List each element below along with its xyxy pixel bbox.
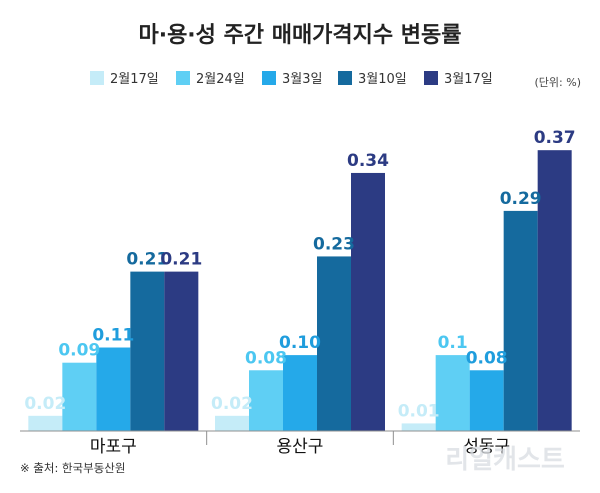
value-label-1-0: 0.02 — [211, 394, 253, 414]
watermark: 리얼캐스트 — [445, 445, 565, 475]
value-label-0-1: 0.09 — [58, 341, 100, 361]
bar-2-3 — [503, 210, 538, 431]
legend-swatch-0 — [90, 71, 104, 85]
value-label-1-3: 0.23 — [313, 234, 355, 254]
bar-1-2 — [283, 355, 317, 431]
bar-2-0 — [401, 423, 436, 431]
legend-label-3: 3월10일 — [358, 72, 407, 87]
value-labels: 0.020.090.110.210.210.020.080.100.230.34… — [24, 128, 575, 421]
value-label-1-2: 0.10 — [279, 333, 321, 353]
bar-0-1 — [62, 362, 97, 431]
bar-0-3 — [130, 271, 165, 431]
value-label-0-2: 0.11 — [92, 326, 134, 346]
legend-label-4: 3월17일 — [444, 72, 493, 87]
value-label-0-3: 0.21 — [126, 250, 168, 270]
category-label-1: 용산구 — [277, 437, 324, 457]
value-label-2-2: 0.08 — [466, 348, 508, 368]
legend-label-0: 2월17일 — [110, 72, 159, 87]
legend-swatch-3 — [338, 71, 352, 85]
category-label-2: 성동구 — [463, 437, 510, 457]
bar-1-1 — [249, 370, 283, 431]
category-labels: 마포구 용산구 성동구 — [90, 431, 510, 457]
unit-label: (단위: %) — [535, 76, 581, 89]
bar-0-2 — [96, 347, 131, 431]
bars — [28, 150, 572, 431]
value-label-2-0: 0.01 — [398, 401, 440, 421]
value-label-2-3: 0.29 — [500, 189, 542, 209]
value-label-2-4: 0.37 — [534, 128, 576, 148]
bar-2-4 — [537, 150, 572, 431]
legend-swatch-2 — [262, 71, 276, 85]
value-label-2-1: 0.1 — [438, 333, 468, 353]
bar-0-0 — [28, 415, 63, 431]
chart-title: 마·용·성 주간 매매가격지수 변동률 — [138, 23, 461, 48]
legend: 2월17일 2월24일 3월3일 3월10일 3월17일 — [90, 71, 493, 87]
category-label-0: 마포구 — [90, 437, 137, 457]
value-label-0-0: 0.02 — [24, 394, 66, 414]
bar-0-4 — [164, 271, 199, 431]
source-note: ※ 출처: 한국부동산원 — [20, 461, 125, 475]
legend-label-1: 2월24일 — [196, 72, 245, 87]
value-label-0-4: 0.21 — [160, 250, 202, 270]
value-label-1-1: 0.08 — [245, 348, 287, 368]
bar-2-1 — [435, 355, 470, 431]
value-label-1-4: 0.34 — [347, 151, 389, 171]
bar-1-0 — [215, 415, 249, 431]
legend-swatch-1 — [176, 71, 190, 85]
bar-1-3 — [317, 256, 351, 431]
legend-swatch-4 — [424, 71, 438, 85]
bar-2-2 — [469, 370, 504, 431]
bar-1-4 — [351, 172, 385, 431]
legend-label-2: 3월3일 — [282, 72, 322, 87]
